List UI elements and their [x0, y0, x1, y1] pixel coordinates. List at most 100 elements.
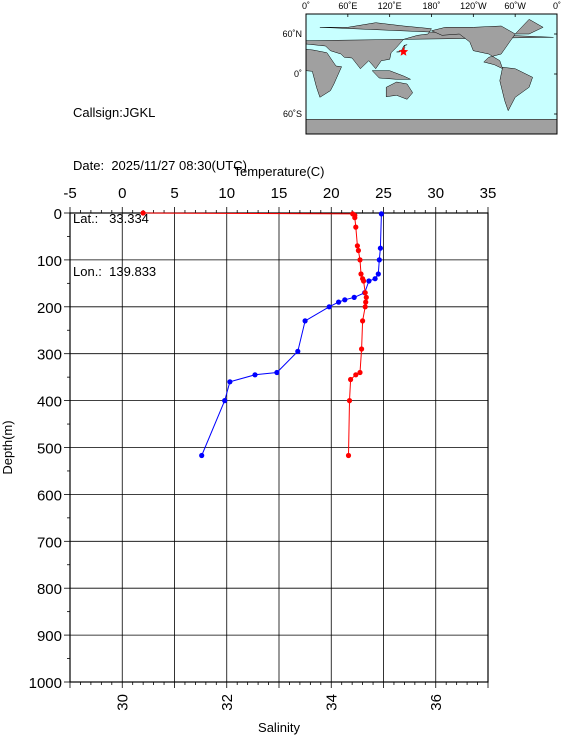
temperature-tick-label: 35	[480, 185, 497, 202]
map-lon-label: 120˚E	[378, 1, 402, 11]
callsign-value: JGKL	[122, 105, 156, 120]
temperature-tick-label: 30	[427, 185, 444, 202]
temperature-data-point	[336, 299, 342, 305]
salinity-tick-label: 34	[323, 694, 340, 711]
salinity-tick-label: 36	[428, 694, 445, 711]
temperature-tick-label: 0	[118, 185, 126, 202]
temperature-data-point	[378, 211, 384, 217]
temperature-data-point	[372, 276, 378, 282]
salinity-data-point	[345, 452, 352, 459]
salinity-data-point	[357, 257, 363, 263]
map-land-6	[499, 67, 533, 112]
depth-tick-label: 0	[54, 206, 62, 223]
map-lon-label: 60˚E	[338, 1, 357, 11]
salinity-data-point	[354, 243, 360, 249]
temperature-data-point	[227, 379, 233, 385]
temperature-data-point	[366, 278, 372, 284]
temperature-data-point	[222, 398, 228, 404]
map-land-0	[305, 49, 342, 98]
callsign-label: Callsign:	[73, 105, 123, 120]
salinity-tick-label: 32	[219, 694, 236, 711]
map-lon-label: 120˚W	[460, 1, 487, 11]
salinity-profile-line	[143, 212, 367, 456]
lon-label: Lon.:	[73, 264, 102, 279]
date-row: Date: 2025/11/27 08:30(UTC)	[73, 158, 247, 174]
salinity-data-point	[362, 304, 368, 310]
map-lon-label: 0˚	[553, 1, 561, 11]
temperature-data-point	[326, 304, 332, 310]
temperature-data-point	[295, 348, 301, 354]
map-land-3	[371, 70, 411, 80]
temperature-tick-label: 15	[271, 185, 288, 202]
world-map: 0˚ 60˚E 120˚E 180˚ 120˚W 60˚W 0˚ 60˚N 0˚ 60˚S	[282, 1, 561, 135]
map-land-2	[385, 81, 414, 100]
temperature-data-point	[342, 297, 348, 303]
salinity-axis-label: Salinity	[258, 720, 300, 735]
salinity-data-point	[360, 318, 366, 324]
map-land-7	[514, 18, 544, 35]
temperature-data-point	[274, 369, 280, 376]
depth-tick-label: 200	[37, 300, 62, 317]
temperature-profile-line	[201, 213, 382, 456]
map-lat-label: 60˚N	[282, 29, 302, 39]
temperature-data-point	[376, 257, 382, 263]
temperature-axis-label: Temperature(C)	[233, 164, 324, 179]
map-lon-label: 60˚W	[504, 1, 526, 11]
temperature-data-point	[375, 271, 381, 277]
depth-tick-label: 1000	[29, 675, 62, 692]
map-land-1	[305, 22, 554, 70]
salinity-data-point	[348, 376, 354, 383]
salinity-data-point	[355, 247, 361, 254]
temperature-tick-label: 10	[218, 185, 235, 202]
salinity-data-point	[363, 299, 369, 305]
salinity-data-point	[140, 210, 146, 216]
depth-tick-label: 700	[37, 534, 62, 551]
salinity-tick-label: 30	[114, 694, 131, 711]
temperature-data-point	[351, 294, 357, 300]
callsign-row: Callsign:JGKL	[73, 105, 247, 121]
lon-value: 139.833	[109, 264, 157, 279]
map-land-5	[430, 25, 516, 70]
station-info: Callsign:JGKL Date: 2025/11/27 08:30(UTC…	[73, 73, 247, 296]
map-land-8	[305, 119, 558, 135]
salinity-data-point	[353, 372, 359, 378]
salinity-data-point	[362, 290, 368, 296]
map-lon-label: 0˚	[302, 1, 310, 11]
date-value: 2025/11/27 08:30(UTC)	[111, 158, 247, 173]
salinity-data-point	[361, 278, 367, 284]
temperature-data-point	[252, 372, 258, 378]
salinity-data-point	[346, 398, 353, 404]
depth-axis-label: Depth(m)	[0, 420, 15, 474]
map-lat-label: 60˚S	[283, 109, 302, 119]
depth-tick-label: 800	[37, 581, 62, 598]
depth-tick-label: 300	[37, 347, 62, 364]
salinity-data-point	[359, 346, 365, 352]
depth-tick-label: 900	[37, 628, 62, 645]
temperature-tick-label: 20	[323, 185, 340, 202]
depth-tick-label: 400	[37, 394, 62, 411]
temperature-data-point	[199, 452, 205, 459]
temperature-tick-label: 25	[375, 185, 392, 202]
lat-value: 33.334	[109, 211, 149, 226]
salinity-data-point	[363, 294, 369, 300]
date-label: Date:	[73, 158, 105, 173]
lat-label: Lat.:	[73, 211, 99, 226]
temperature-data-point	[377, 245, 383, 251]
depth-tick-label: 100	[37, 253, 62, 270]
depth-tick-label: 500	[37, 441, 62, 458]
temperature-data-point	[302, 318, 308, 324]
map-lat-label: 0˚	[294, 69, 302, 79]
lon-row: Lon.: 139.833	[73, 264, 247, 280]
temperature-tick-label: 5	[170, 185, 178, 202]
salinity-data-point	[357, 369, 363, 376]
temperature-tick-label: -5	[63, 185, 76, 202]
lat-row: Lat.: 33.334	[73, 211, 247, 227]
depth-tick-label: 600	[37, 487, 62, 504]
salinity-data-point	[358, 271, 364, 277]
map-lon-label: 180˚	[422, 1, 440, 11]
salinity-data-point	[352, 215, 358, 221]
station-marker	[398, 46, 409, 56]
salinity-data-point	[353, 224, 359, 230]
